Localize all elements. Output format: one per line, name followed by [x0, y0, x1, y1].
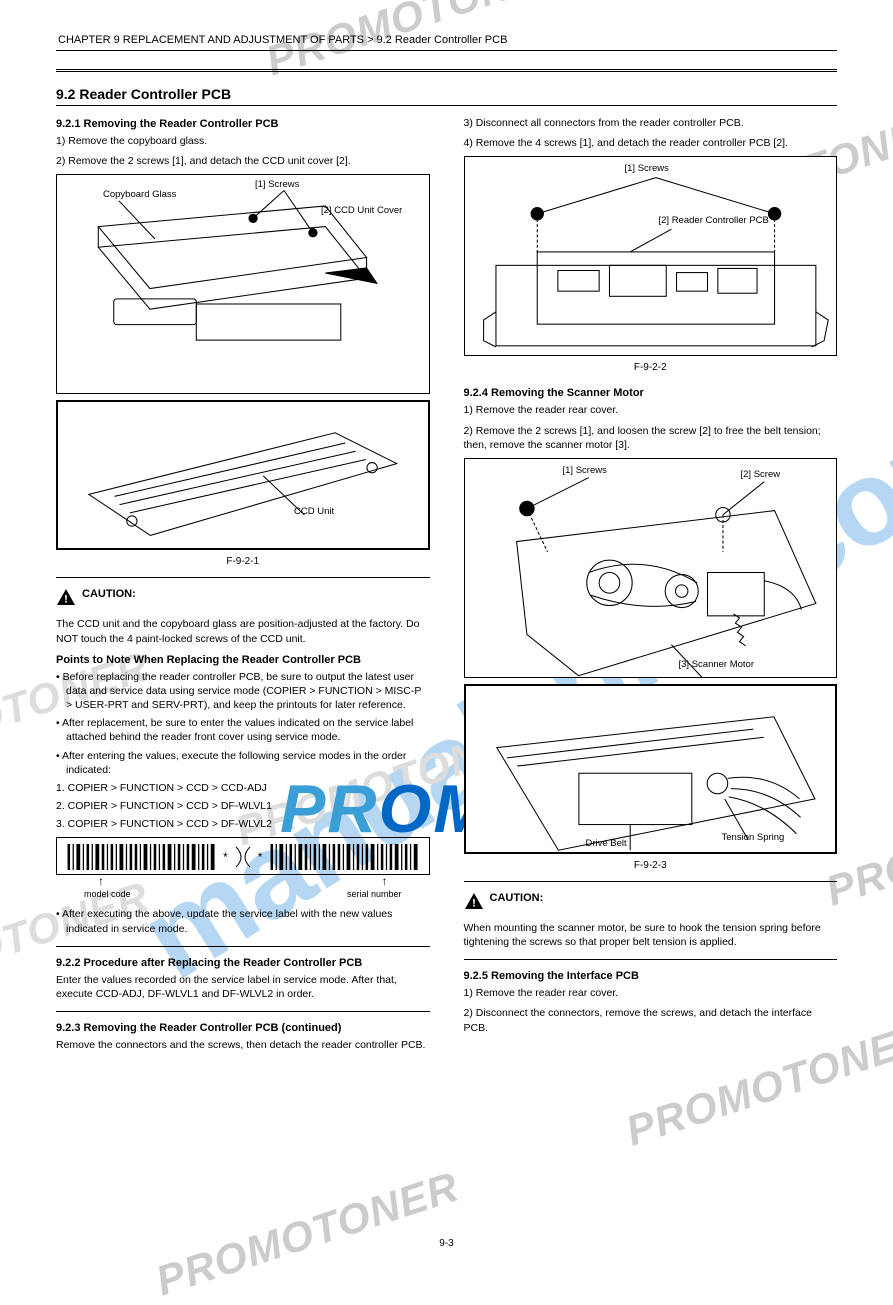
body-text: Enter the values recorded on the service… — [56, 973, 430, 1001]
callout: Drive Belt — [586, 838, 627, 849]
caution-block: ! CAUTION: — [56, 588, 430, 611]
subsection-heading: 9.2.5 Removing the Interface PCB — [464, 970, 838, 982]
bullet-item: • After executing the above, update the … — [56, 907, 430, 935]
separator-curve — [234, 845, 252, 869]
step-text: 4) Remove the 4 screws [1], and detach t… — [464, 136, 838, 150]
two-column-layout: 9.2.1 Removing the Reader Controller PCB… — [56, 116, 837, 1058]
barcode-right — [268, 844, 420, 870]
svg-text:!: ! — [472, 897, 476, 909]
divider — [56, 577, 430, 578]
barcode-labels: model code serial number — [56, 887, 430, 899]
step-text: 1) Remove the reader rear cover. — [464, 986, 838, 1000]
numbered-item: 3. COPIER > FUNCTION > CCD > DF-WLVL2 — [56, 817, 430, 831]
step-text: 2) Remove the 2 screws [1], and loosen t… — [464, 424, 838, 452]
figure-3-svg — [465, 459, 837, 686]
step-text: 1) Remove the copyboard glass. — [56, 134, 430, 148]
step-text: 2) Disconnect the connectors, remove the… — [464, 1006, 838, 1034]
subsection-heading: 9.2.2 Procedure after Replacing the Read… — [56, 957, 430, 969]
figure-1-detail: CCD Unit — [56, 400, 430, 550]
figure-3: [1] Screws [2] Screw [3] Scanner Motor — [464, 458, 838, 678]
chapter-path: CHAPTER 9 REPLACEMENT AND ADJUSTMENT OF … — [56, 30, 837, 50]
caution-text: When mounting the scanner motor, be sure… — [464, 921, 838, 949]
callout: [1] Screws — [563, 465, 607, 476]
step-text: 2) Remove the 2 screws [1], and detach t… — [56, 154, 430, 168]
callout: [2] CCD Unit Cover — [321, 205, 402, 216]
header-rule — [56, 50, 837, 72]
divider — [464, 959, 838, 960]
asterisk: * — [223, 850, 228, 864]
step-text: 3) Disconnect all connectors from the re… — [464, 116, 838, 130]
left-column: 9.2.1 Removing the Reader Controller PCB… — [56, 116, 430, 1058]
warning-icon: ! — [56, 588, 76, 611]
callout: [2] Screw — [741, 469, 781, 480]
figure-1-detail-svg — [58, 402, 428, 546]
figure-1: Copyboard Glass [1] Screws [2] CCD Unit … — [56, 174, 430, 394]
right-column: 3) Disconnect all connectors from the re… — [464, 116, 838, 1058]
figure-caption: F-9-2-3 — [464, 860, 838, 871]
barcode-left — [65, 844, 217, 870]
subsection-heading: 9.2.1 Removing the Reader Controller PCB — [56, 118, 430, 130]
asterisk: * — [258, 850, 263, 864]
barcode-label-left: model code — [84, 889, 131, 899]
callout: [2] Reader Controller PCB — [659, 215, 769, 226]
numbered-item: 1. COPIER > FUNCTION > CCD > CCD-ADJ — [56, 781, 430, 795]
callout: CCD Unit — [294, 506, 334, 517]
svg-text:!: ! — [64, 594, 68, 606]
barcode-figure: * * — [56, 837, 430, 875]
caution-label: CAUTION: — [490, 892, 544, 904]
divider — [464, 881, 838, 882]
page: CHAPTER 9 REPLACEMENT AND ADJUSTMENT OF … — [0, 0, 893, 1098]
figure-2: [1] Screws [2] Reader Controller PCB — [464, 156, 838, 356]
body-text: Remove the connectors and the screws, th… — [56, 1038, 430, 1052]
caution-label: CAUTION: — [82, 588, 136, 600]
caution-block: ! CAUTION: — [464, 892, 838, 915]
barcode-arrows: ↑↑ — [56, 875, 430, 887]
numbered-item: 2. COPIER > FUNCTION > CCD > DF-WLVL1 — [56, 799, 430, 813]
callout: Copyboard Glass — [103, 189, 176, 200]
figure-caption: F-9-2-1 — [56, 556, 430, 567]
divider — [56, 1011, 430, 1012]
divider — [56, 946, 430, 947]
callout: Tension Spring — [722, 832, 785, 843]
callout: [1] Screws — [625, 163, 669, 174]
subsection-heading: 9.2.4 Removing the Scanner Motor — [464, 387, 838, 399]
callout: [1] Screws — [255, 179, 299, 190]
callout: [3] Scanner Motor — [679, 659, 755, 670]
page-number: 9-3 — [0, 1238, 893, 1249]
page-header: CHAPTER 9 REPLACEMENT AND ADJUSTMENT OF … — [56, 30, 837, 72]
bullet-item: • After entering the values, execute the… — [56, 749, 430, 777]
note-heading: Points to Note When Replacing the Reader… — [56, 654, 430, 666]
subsection-heading: 9.2.3 Removing the Reader Controller PCB… — [56, 1022, 430, 1034]
bullet-item: • Before replacing the reader controller… — [56, 670, 430, 713]
step-text: 1) Remove the reader rear cover. — [464, 403, 838, 417]
barcode-label-right: serial number — [347, 889, 402, 899]
warning-icon: ! — [464, 892, 484, 915]
caution-text: The CCD unit and the copyboard glass are… — [56, 617, 430, 645]
figure-caption: F-9-2-2 — [464, 362, 838, 373]
bullet-item: • After replacement, be sure to enter th… — [56, 716, 430, 744]
watermark-promotoner: PROMOTONER — [150, 1163, 464, 1305]
figure-3-detail: Drive Belt Tension Spring — [464, 684, 838, 854]
figure-2-svg — [465, 157, 837, 363]
section-title: 9.2 Reader Controller PCB — [56, 86, 837, 106]
